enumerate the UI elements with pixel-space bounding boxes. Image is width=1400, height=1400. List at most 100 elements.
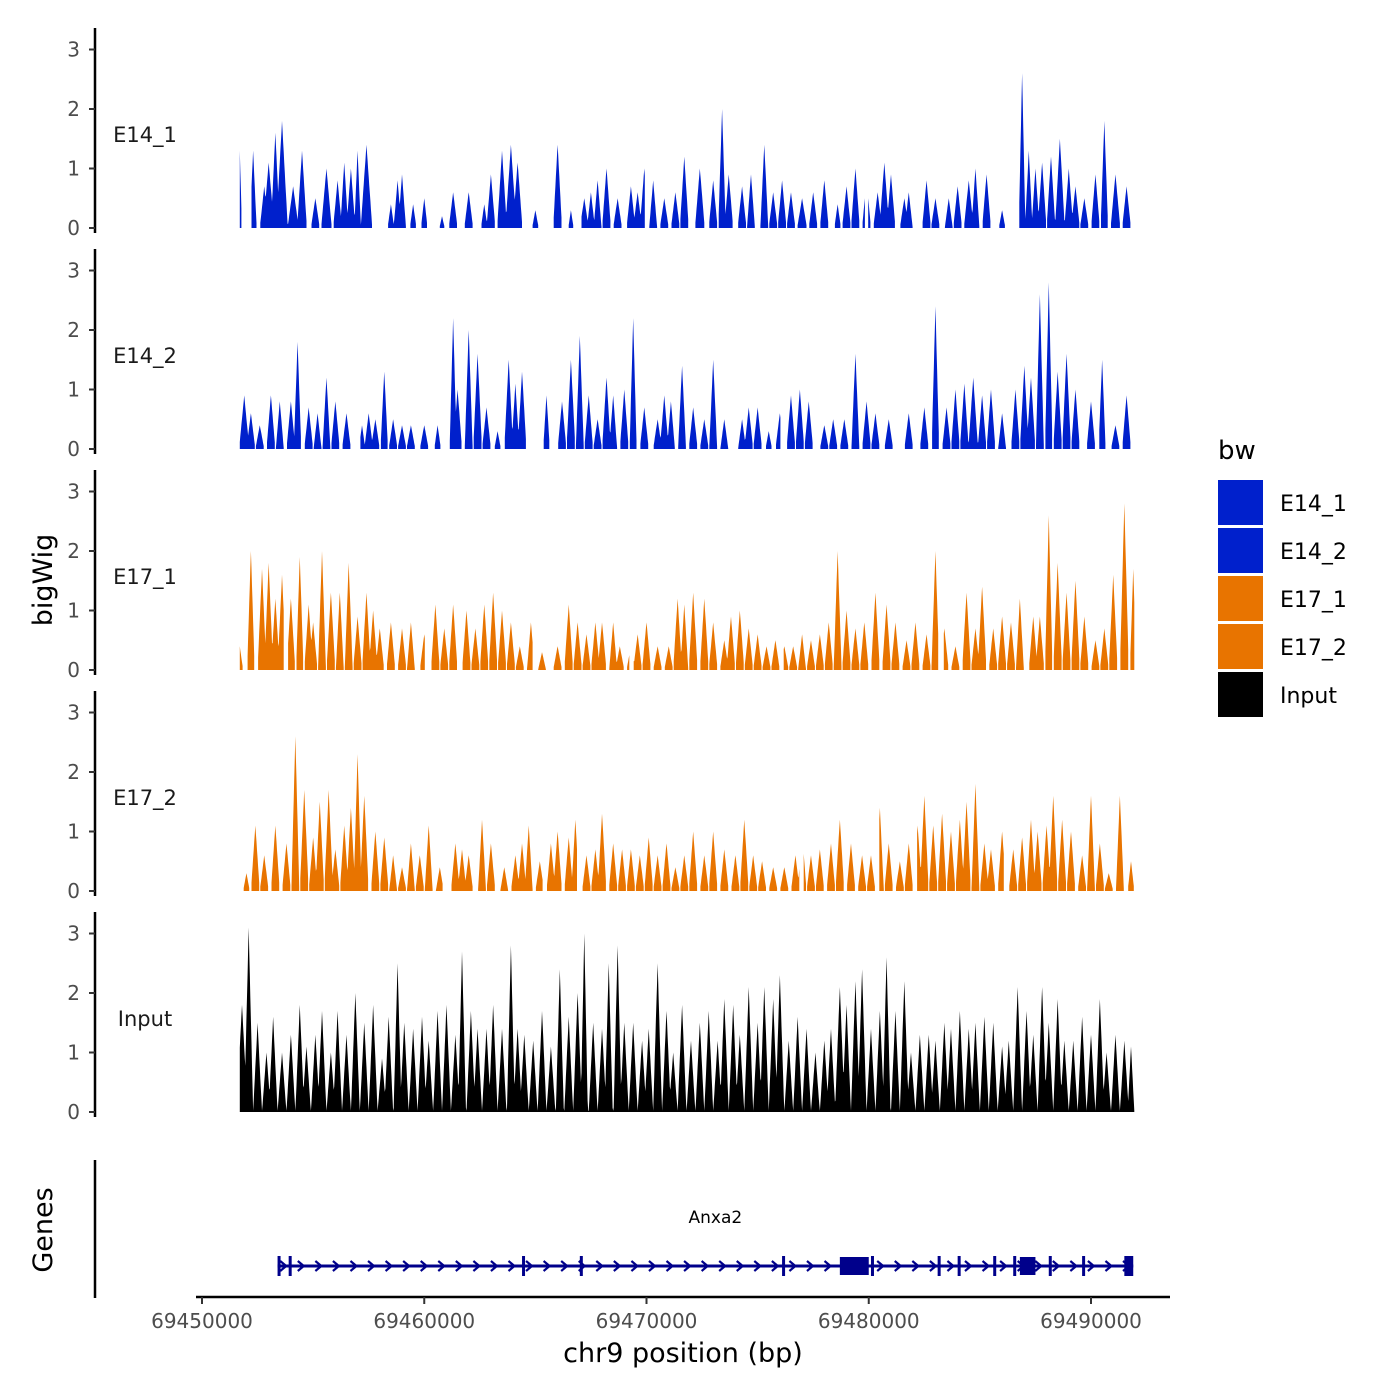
coverage-area <box>627 168 645 228</box>
coverage-area <box>1058 819 1066 891</box>
coverage-area <box>851 628 860 670</box>
gene-axis-title: Genes <box>28 1187 59 1272</box>
coverage-area <box>1080 198 1089 228</box>
coverage-area <box>998 616 1006 670</box>
coverage-area <box>1091 174 1100 228</box>
coverage-area <box>1018 837 1026 891</box>
coverage-area <box>449 604 457 670</box>
coverage-area <box>344 562 353 670</box>
strand-arrow <box>999 1260 1008 1272</box>
gene-exon <box>870 1256 874 1276</box>
coverage-area <box>575 335 584 449</box>
strand-arrow <box>402 1260 411 1272</box>
coverage-area <box>709 180 718 228</box>
legend: bw E14_1 E14_2 E17_1 E17_2 Input <box>1218 436 1347 717</box>
legend-label: E17_2 <box>1280 636 1347 661</box>
coverage-area <box>871 592 880 670</box>
strand-arrow <box>700 1260 710 1272</box>
coverage-area <box>431 604 440 670</box>
coverage-area <box>247 551 255 670</box>
coverage-area <box>700 419 709 449</box>
coverage-area <box>896 861 904 891</box>
coverage-area <box>678 365 686 449</box>
strand-arrow <box>297 1260 306 1272</box>
coverage-area <box>776 413 781 449</box>
strand-arrow <box>384 1260 394 1272</box>
coverage-area <box>1062 353 1071 449</box>
coverage-area <box>511 825 533 891</box>
coverage-area <box>464 192 473 228</box>
coverage-area <box>489 592 497 670</box>
coverage-area <box>407 843 415 891</box>
coverage-area <box>689 831 698 891</box>
coverage-area <box>673 598 689 670</box>
coverage-area <box>982 174 991 228</box>
coverage-area <box>602 168 611 228</box>
coverage-area <box>943 628 949 670</box>
coverage-area <box>602 377 618 449</box>
coverage-area <box>753 407 762 449</box>
coverage-area <box>820 425 829 449</box>
coverage-area <box>738 407 753 449</box>
gene-exon <box>993 1256 997 1276</box>
gene-exon <box>1013 1256 1017 1276</box>
strand-arrow <box>1087 1260 1096 1272</box>
coverage-area <box>239 646 243 670</box>
strand-arrow <box>1034 1260 1043 1272</box>
coverage-area <box>532 210 539 228</box>
strand-arrow <box>455 1260 464 1272</box>
coverage-area <box>331 401 340 449</box>
gene-exon <box>579 1256 583 1276</box>
coverage-area <box>593 419 602 449</box>
coverage-area <box>471 628 480 670</box>
y-tick-label: 0 <box>67 216 80 240</box>
coverage-area <box>1116 795 1124 891</box>
coverage-area <box>904 413 913 449</box>
coverage-area <box>951 646 960 670</box>
coverage-area <box>1009 849 1018 891</box>
strand-arrow <box>736 1260 745 1272</box>
coverage-area <box>1011 389 1020 449</box>
coverage-area <box>311 198 320 228</box>
coverage-area <box>573 622 582 670</box>
coverage-area <box>709 831 718 891</box>
strand-arrow <box>507 1260 517 1272</box>
coverage-area <box>920 407 929 449</box>
strand-arrow <box>1069 1260 1079 1272</box>
coverage-area <box>964 168 980 228</box>
strand-arrow <box>332 1260 341 1272</box>
coverage-area <box>787 395 795 449</box>
coverage-area <box>480 604 489 670</box>
strand-arrow <box>753 1260 763 1272</box>
strand-arrow <box>911 1260 921 1272</box>
strand-arrow <box>1052 1260 1061 1272</box>
coverage-area <box>1099 359 1106 449</box>
coverage-area <box>791 855 800 891</box>
coverage-area <box>891 622 900 670</box>
y-tick-label: 2 <box>67 760 80 784</box>
x-tick-label: 69480000 <box>818 1309 920 1333</box>
coverage-area <box>649 180 658 228</box>
strand-arrow <box>964 1260 973 1272</box>
coverage-area <box>1128 861 1134 891</box>
strand-arrow <box>419 1260 429 1272</box>
coverage-area <box>481 174 495 228</box>
coverage-area <box>260 120 307 228</box>
coverage-area <box>1007 622 1015 670</box>
coverage-area <box>629 318 637 449</box>
coverage-area <box>956 801 971 891</box>
coverage-area <box>1053 562 1062 670</box>
coverage-area <box>766 431 772 449</box>
coverage-area <box>613 198 622 228</box>
strand-arrow <box>595 1260 604 1272</box>
coverage-area <box>829 419 838 449</box>
coverage-area <box>1020 365 1035 449</box>
x-tick-label: 69460000 <box>373 1309 475 1333</box>
coverage-area <box>251 150 257 228</box>
coverage-area <box>304 407 313 449</box>
coverage-area <box>771 640 780 670</box>
coverage-area <box>709 622 718 670</box>
coverage-area <box>494 431 501 449</box>
coverage-area <box>922 180 931 228</box>
coverage-area <box>680 156 689 228</box>
